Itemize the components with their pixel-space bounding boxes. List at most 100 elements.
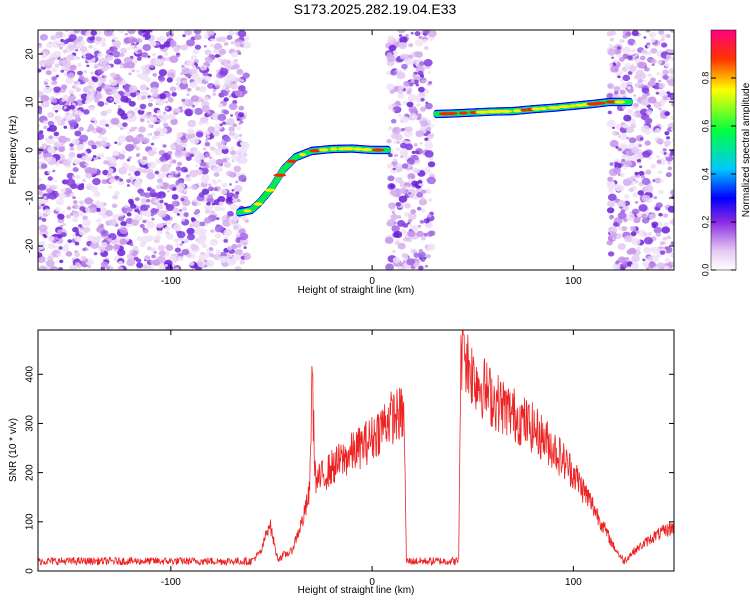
spectrogram-peak-cell	[445, 111, 458, 116]
spectrogram-noise-cell	[214, 148, 224, 156]
spectrogram-peak-cell	[520, 108, 528, 112]
spectrogram-noise-cell	[215, 37, 222, 42]
spectrogram-noise-cell	[393, 221, 397, 225]
spectrogram-noise-cell	[38, 162, 42, 167]
spectrogram-noise-cell	[140, 198, 148, 204]
spectrogram-noise-cell	[88, 106, 95, 112]
spectrogram-noise-cell	[221, 182, 228, 188]
spectrogram-noise-cell	[223, 109, 230, 115]
spectrogram-noise-cell	[66, 214, 71, 219]
spectrogram-noise-cell	[110, 46, 118, 53]
spectrogram-peak-cell	[264, 188, 276, 192]
spectrogram-noise-cell	[664, 111, 671, 117]
spectrogram-noise-cell	[41, 217, 47, 222]
spectrogram-noise-cell	[239, 232, 249, 241]
spectrogram-noise-cell	[105, 156, 110, 160]
spectrogram-noise-cell	[139, 72, 148, 80]
spectrogram-noise-cell	[243, 246, 247, 250]
spectrogram-noise-cell	[167, 113, 176, 120]
spectrogram-noise-cell	[90, 30, 98, 36]
spectrogram-noise-cell	[395, 202, 401, 207]
colorbar-gradient	[710, 29, 737, 271]
spectrogram-noise-cell	[207, 126, 216, 133]
spectrogram-noise-cell	[640, 125, 650, 133]
spectrogram-noise-cell	[619, 89, 626, 95]
spectrogram-noise-cell	[656, 262, 665, 269]
spectrogram-noise-cell	[175, 144, 185, 153]
spectrogram-noise-cell	[171, 159, 177, 164]
spectrogram-noise-cell	[163, 51, 169, 56]
spectrogram-noise-cell	[165, 231, 170, 235]
spectrogram-noise-cell	[662, 236, 668, 241]
spectrogram-noise-cell	[175, 166, 182, 171]
spectrogram-noise-cell	[46, 255, 54, 262]
spectrogram-peak-cell	[512, 109, 522, 113]
spectrogram-noise-cell	[241, 215, 248, 221]
spectrogram-noise-cell	[87, 140, 93, 146]
spectrogram-noise-cell	[142, 168, 149, 174]
spectrogram-noise-cell	[47, 112, 55, 118]
spectrogram-noise-cell	[411, 167, 418, 172]
spectrogram-noise-cell	[656, 138, 664, 145]
spectrogram-noise-cell	[607, 251, 615, 257]
spectrogram-noise-cell	[650, 163, 657, 169]
spectrogram-noise-cell	[630, 175, 635, 179]
spectrogram-noise-cell	[671, 102, 674, 107]
spectrogram-noise-cell	[111, 39, 115, 43]
spectrogram-noise-cell	[398, 34, 402, 37]
spectrogram-noise-cell	[97, 100, 105, 107]
spectrogram-noise-cell	[40, 94, 50, 103]
spectrogram-noise-cell	[622, 53, 629, 59]
spectrogram-noise-cell	[191, 104, 196, 108]
spectrogram-noise-cell	[397, 141, 401, 144]
spectrogram-noise-cell	[393, 140, 397, 144]
spectrogram-noise-cell	[79, 200, 85, 205]
spectrogram-noise-cell	[186, 93, 190, 96]
spectrogram-noise-cell	[88, 205, 93, 209]
spectrogram-noise-cell	[183, 212, 189, 217]
spectrogram-noise-cell	[107, 185, 113, 189]
spectrogram-noise-cell	[72, 167, 79, 173]
spectrogram-noise-cell	[139, 191, 146, 197]
spectrogram-noise-cell	[238, 52, 242, 55]
spectrogram-noise-cell	[423, 59, 433, 67]
spectrogram-noise-cell	[68, 89, 75, 95]
spectrogram-noise-cell	[71, 138, 80, 146]
spectrogram-noise-cell	[38, 132, 45, 141]
spectrogram-noise-cell	[396, 71, 406, 80]
spectrogram-noise-cell	[607, 83, 614, 89]
spectrogram-peak-cell	[353, 147, 363, 151]
spectrogram-noise-cell	[43, 195, 48, 200]
spectrogram-noise-cell	[68, 119, 77, 127]
spectrogram-noise-cell	[631, 238, 641, 246]
spectrogram-noise-cell	[91, 144, 97, 150]
spectrogram-noise-cell	[75, 41, 83, 48]
spectrogram-noise-cell	[100, 229, 109, 237]
spectrogram-noise-cell	[77, 70, 83, 76]
spectrogram-noise-cell	[645, 67, 650, 72]
spectrogram-noise-cell	[58, 267, 63, 270]
spectrogram-noise-cell	[85, 94, 95, 102]
spectrogram-noise-cell	[217, 103, 224, 108]
spectrogram-noise-cell	[166, 77, 173, 83]
spectrogram-noise-cell	[150, 87, 159, 94]
spectrogram-noise-cell	[204, 141, 211, 147]
spectrogram-noise-cell	[610, 65, 619, 73]
spectrogram-noise-cell	[396, 239, 400, 243]
spectrogram-noise-cell	[109, 178, 115, 184]
spectrogram-noise-cell	[623, 160, 633, 168]
spectrogram-noise-cell	[134, 175, 139, 179]
spectrogram-noise-cell	[117, 216, 125, 222]
spectrogram-noise-cell	[174, 247, 182, 253]
colorbar-tick-label: 0.4	[700, 168, 710, 181]
spectrogram-noise-cell	[83, 55, 87, 58]
spectrogram-noise-cell	[221, 121, 227, 125]
spectrogram-noise-cell	[664, 131, 670, 136]
spectrogram-noise-cell	[192, 48, 200, 55]
spectrogram-noise-cell	[638, 61, 647, 69]
spectrogram-noise-cell	[71, 175, 76, 179]
spectrogram-noise-cell	[63, 125, 68, 129]
spectrogram-noise-cell	[184, 108, 193, 116]
spectrogram-noise-cell	[154, 199, 159, 204]
spectrogram-noise-cell	[638, 85, 642, 89]
